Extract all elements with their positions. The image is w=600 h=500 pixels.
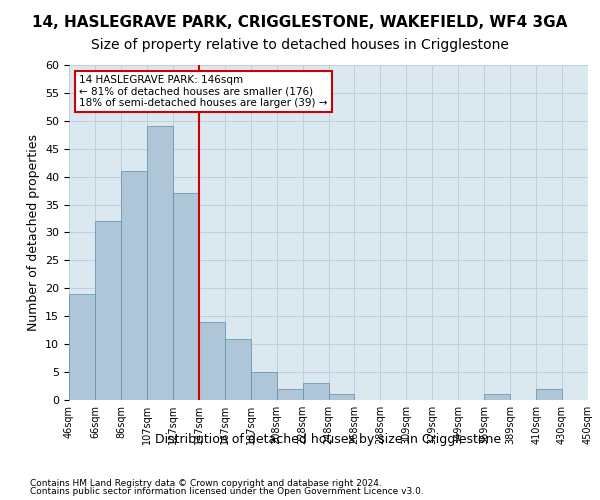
Bar: [173, 194, 199, 400]
Text: Contains HM Land Registry data © Crown copyright and database right 2024.: Contains HM Land Registry data © Crown c…: [30, 478, 382, 488]
Text: 14, HASLEGRAVE PARK, CRIGGLESTONE, WAKEFIELD, WF4 3GA: 14, HASLEGRAVE PARK, CRIGGLESTONE, WAKEF…: [32, 15, 568, 30]
Bar: [536, 389, 562, 400]
Bar: [121, 171, 147, 400]
Bar: [277, 389, 302, 400]
Y-axis label: Number of detached properties: Number of detached properties: [26, 134, 40, 331]
Bar: [484, 394, 510, 400]
Bar: [147, 126, 173, 400]
Text: Distribution of detached houses by size in Crigglestone: Distribution of detached houses by size …: [155, 432, 501, 446]
Bar: [199, 322, 224, 400]
Bar: [95, 222, 121, 400]
Bar: [225, 338, 251, 400]
Text: 14 HASLEGRAVE PARK: 146sqm
← 81% of detached houses are smaller (176)
18% of sem: 14 HASLEGRAVE PARK: 146sqm ← 81% of deta…: [79, 75, 328, 108]
Bar: [302, 383, 329, 400]
Text: Contains public sector information licensed under the Open Government Licence v3: Contains public sector information licen…: [30, 487, 424, 496]
Text: Size of property relative to detached houses in Crigglestone: Size of property relative to detached ho…: [91, 38, 509, 52]
Bar: [251, 372, 277, 400]
Bar: [69, 294, 95, 400]
Bar: [329, 394, 355, 400]
